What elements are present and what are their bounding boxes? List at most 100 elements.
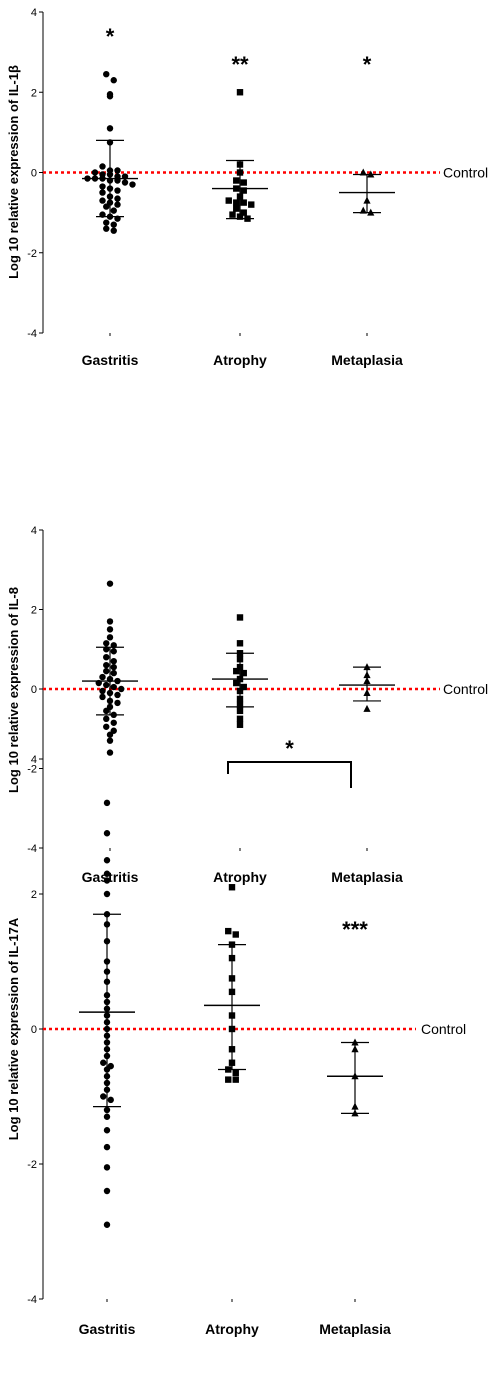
y-tick-label: -2 bbox=[27, 1159, 37, 1171]
category-label: Gastritis bbox=[82, 869, 139, 885]
data-point-square bbox=[236, 715, 244, 723]
data-point-circle bbox=[103, 1221, 111, 1228]
data-point-square bbox=[236, 614, 244, 621]
data-point-circle bbox=[110, 669, 117, 677]
data-point-circle bbox=[99, 183, 106, 190]
y-tick-label: -2 bbox=[27, 764, 37, 776]
data-point-square bbox=[233, 679, 240, 687]
control-label: Control bbox=[421, 1021, 466, 1037]
data-point-circle bbox=[103, 1143, 111, 1151]
data-point-circle bbox=[103, 870, 111, 877]
data-point-circle bbox=[103, 661, 110, 669]
data-point-circle bbox=[103, 1127, 111, 1134]
data-point-square bbox=[233, 205, 240, 212]
category-label: Atrophy bbox=[213, 869, 267, 885]
data-point-circle bbox=[103, 1113, 111, 1120]
data-point-circle bbox=[103, 799, 111, 807]
data-point-square bbox=[240, 179, 247, 186]
y-axis-label: Log 10 relative expression of IL-17A bbox=[6, 917, 21, 1140]
data-point-circle bbox=[103, 225, 110, 232]
data-point-circle bbox=[114, 201, 121, 208]
data-point-circle bbox=[99, 189, 106, 196]
data-point-circle bbox=[99, 693, 106, 701]
y-tick-label: -4 bbox=[27, 328, 37, 340]
data-point-square bbox=[232, 1076, 239, 1083]
data-point-circle bbox=[121, 179, 129, 186]
data-point-square bbox=[229, 211, 236, 218]
data-point-square bbox=[236, 707, 244, 715]
y-tick-label: 2 bbox=[31, 605, 37, 617]
data-point-square bbox=[232, 1069, 239, 1077]
data-point-circle bbox=[99, 197, 106, 204]
data-point-circle bbox=[106, 749, 114, 756]
il1b-scatter-chart: 4 2 0 -2 -4 Log 10 relative expression of IL-… bbox=[6, 7, 488, 368]
y-tick-label: 4 bbox=[31, 525, 37, 537]
control-label: Control bbox=[443, 165, 488, 181]
data-point-circle bbox=[114, 691, 121, 699]
data-point-circle bbox=[103, 640, 110, 647]
data-point-square bbox=[225, 197, 232, 204]
data-point-square bbox=[236, 721, 244, 728]
data-point-circle bbox=[103, 830, 111, 837]
data-point-circle bbox=[110, 648, 117, 655]
data-point-circle bbox=[103, 1187, 111, 1195]
data-point-square bbox=[236, 640, 244, 647]
y-axis-label: Log 10 relative expression of IL-1β bbox=[6, 65, 21, 279]
data-point-circle bbox=[103, 715, 110, 723]
data-point-circle bbox=[103, 707, 110, 715]
data-point-circle bbox=[103, 857, 111, 864]
data-point-circle bbox=[99, 673, 106, 681]
data-point-circle bbox=[103, 1164, 111, 1171]
data-point-circle bbox=[103, 681, 110, 689]
y-tick-label: 4 bbox=[31, 7, 37, 19]
y-tick-label: 0 bbox=[31, 168, 37, 180]
data-point-circle bbox=[110, 727, 117, 734]
data-point-circle bbox=[103, 723, 110, 730]
y-tick-label: -4 bbox=[27, 843, 37, 855]
significance-bracket bbox=[227, 761, 352, 788]
data-point-circle bbox=[99, 163, 106, 170]
data-point-square bbox=[240, 187, 247, 194]
data-point-circle bbox=[110, 227, 117, 234]
data-point-circle bbox=[103, 203, 110, 210]
data-point-circle bbox=[114, 699, 121, 707]
data-point-triangle bbox=[363, 704, 371, 712]
category-label: Gastritis bbox=[79, 1321, 136, 1337]
category-label: Metaplasia bbox=[319, 1321, 391, 1337]
data-point-circle bbox=[110, 657, 117, 665]
data-point-circle bbox=[110, 663, 117, 671]
data-point-triangle bbox=[359, 206, 367, 214]
y-tick-label: 0 bbox=[31, 1024, 37, 1036]
y-tick-label: 0 bbox=[31, 684, 37, 696]
data-point-square bbox=[240, 669, 247, 677]
data-point-circle bbox=[106, 580, 114, 587]
category-label: Metaplasia bbox=[331, 869, 403, 885]
significance-marker: *** bbox=[342, 917, 368, 942]
data-point-circle bbox=[103, 654, 110, 661]
significance-marker: * bbox=[106, 24, 115, 49]
y-tick-label: -4 bbox=[27, 1294, 37, 1306]
y-tick-label: 2 bbox=[31, 87, 37, 99]
data-point-circle bbox=[103, 877, 111, 884]
data-point-square bbox=[240, 209, 247, 216]
category-label: Atrophy bbox=[213, 352, 267, 368]
bracket-significance-marker: * bbox=[285, 736, 294, 761]
data-point-circle bbox=[100, 1059, 107, 1066]
data-point-circle bbox=[99, 687, 106, 695]
data-point-square bbox=[225, 927, 232, 935]
data-point-circle bbox=[103, 667, 110, 675]
il17a-scatter-chart: 4 2 0 -2 -4 Log 10 relative expression of IL-… bbox=[6, 736, 466, 1337]
data-point-circle bbox=[110, 683, 117, 691]
data-point-circle bbox=[106, 618, 114, 625]
significance-marker: * bbox=[363, 52, 372, 77]
significance-marker: ** bbox=[231, 52, 249, 77]
data-point-circle bbox=[114, 187, 121, 194]
category-label: Metaplasia bbox=[331, 352, 403, 368]
data-point-circle bbox=[107, 1096, 114, 1104]
data-point-circle bbox=[110, 221, 117, 228]
y-tick-label: 2 bbox=[31, 889, 37, 901]
data-point-circle bbox=[103, 890, 111, 898]
data-point-circle bbox=[91, 169, 99, 176]
y-tick-label: 4 bbox=[31, 754, 37, 766]
